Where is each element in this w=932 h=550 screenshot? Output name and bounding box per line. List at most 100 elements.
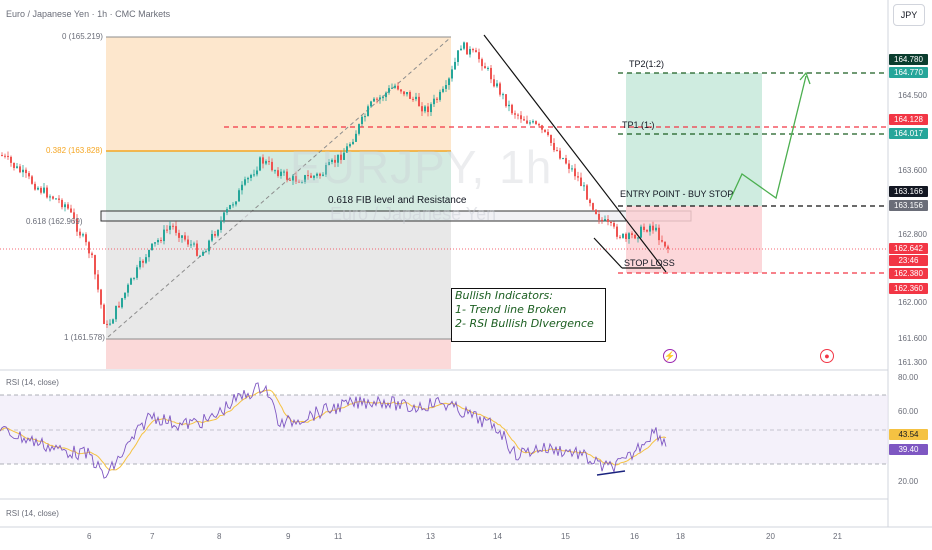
candle-body [499, 83, 501, 95]
stop-loss-label: STOP LOSS [624, 258, 675, 268]
candle-body [523, 119, 525, 121]
candle-body [520, 115, 522, 120]
candle-body [598, 213, 600, 220]
candle-body [121, 298, 123, 308]
price-label: 162.380 [889, 268, 928, 279]
candle-body [406, 92, 408, 95]
tp1-label: TP1 (1:) [622, 120, 655, 130]
candle-body [424, 106, 426, 112]
projection-path [729, 75, 807, 201]
candle-body [466, 42, 468, 55]
candle-body [589, 199, 591, 204]
candle-body [511, 104, 513, 114]
symbol-title: Euro / Japanese Yen · 1h · CMC Markets [6, 9, 171, 19]
candle-body [403, 91, 405, 95]
candle-body [658, 227, 660, 241]
candle-body [316, 173, 318, 176]
candle-body [295, 176, 297, 182]
candle-body [280, 171, 282, 176]
rsi-line [0, 382, 667, 479]
price-label: 163.156 [889, 200, 928, 211]
candle-body [382, 97, 384, 99]
candle-body [544, 129, 546, 132]
last-price-label: 162.642 [889, 243, 928, 254]
candle-body [175, 226, 177, 233]
candle-body [244, 179, 246, 185]
candle-body [577, 176, 579, 178]
countdown-label: 23:46 [889, 255, 928, 266]
candle-body [481, 59, 483, 67]
candle-body [313, 175, 315, 178]
candle-body [622, 233, 624, 238]
bullish-item-2: 2- RSI Bullish DIvergence [455, 317, 594, 330]
candle-body [580, 177, 582, 187]
candle-body [304, 175, 306, 183]
candle-body [568, 163, 570, 169]
candle-body [241, 184, 243, 191]
rsi-title-2: RSI (14, close) [6, 509, 59, 518]
tp2-label: TP2(1:2) [629, 59, 665, 69]
candle-body [184, 235, 186, 240]
event-icon[interactable]: ● [820, 349, 834, 363]
rsi-tick: 80.00 [898, 373, 919, 382]
candle-body [199, 255, 201, 257]
bullish-indicators-box: Bullish Indicators: 1- Trend line Broken… [451, 288, 606, 342]
candle-body [469, 49, 471, 55]
candle-body [592, 203, 594, 210]
candle-body [214, 233, 216, 236]
candle-body [415, 96, 417, 100]
candle-body [601, 219, 603, 221]
fib-label-0382: 0.382 (163.828) [46, 146, 103, 155]
candle-body [307, 175, 309, 177]
candle-body [325, 165, 327, 175]
candle-body [235, 201, 237, 205]
candle-body [649, 225, 651, 232]
candle-body [340, 154, 342, 160]
candle-body [193, 243, 195, 245]
candle-body [28, 173, 30, 177]
candle-body [337, 154, 339, 163]
candle-body [385, 92, 387, 98]
price-label: 163.166 [889, 186, 928, 197]
candle-body [646, 229, 648, 232]
candle-body [34, 183, 36, 190]
candle-body [196, 243, 198, 256]
lightning-icon[interactable]: ⚡ [663, 349, 677, 363]
candle-body [238, 190, 240, 202]
candle-body [178, 232, 180, 238]
candle-body [43, 187, 45, 193]
candle-body [163, 229, 165, 242]
candle-body [586, 185, 588, 200]
currency-button[interactable]: JPY [893, 4, 925, 26]
stop-zone [626, 206, 762, 273]
rsi-tick: 60.00 [898, 407, 919, 416]
candle-body [187, 239, 189, 245]
date-tick: 15 [561, 532, 570, 541]
candle-body [661, 240, 663, 242]
candle-body [664, 241, 666, 247]
candle-body [88, 242, 90, 254]
candle-body [205, 251, 207, 253]
candle-body [541, 125, 543, 130]
date-tick: 7 [150, 532, 155, 541]
candle-body [79, 231, 81, 236]
candle-body [7, 155, 9, 157]
candle-body [628, 233, 630, 239]
candle-body [286, 171, 288, 180]
candle-body [334, 159, 336, 163]
fib-label-0618: 0.618 (162.969) [26, 217, 83, 226]
candle-body [514, 113, 516, 115]
rsi-tick: 20.00 [898, 477, 919, 486]
candle-body [310, 175, 312, 178]
target-zone [626, 73, 762, 206]
candle-body [181, 235, 183, 238]
candle-body [274, 170, 276, 172]
candle-body [157, 239, 159, 243]
candle-body [364, 116, 366, 118]
candle-body [634, 234, 636, 239]
candle-body [100, 289, 102, 305]
candle-body [220, 220, 222, 230]
candle-body [46, 187, 48, 198]
